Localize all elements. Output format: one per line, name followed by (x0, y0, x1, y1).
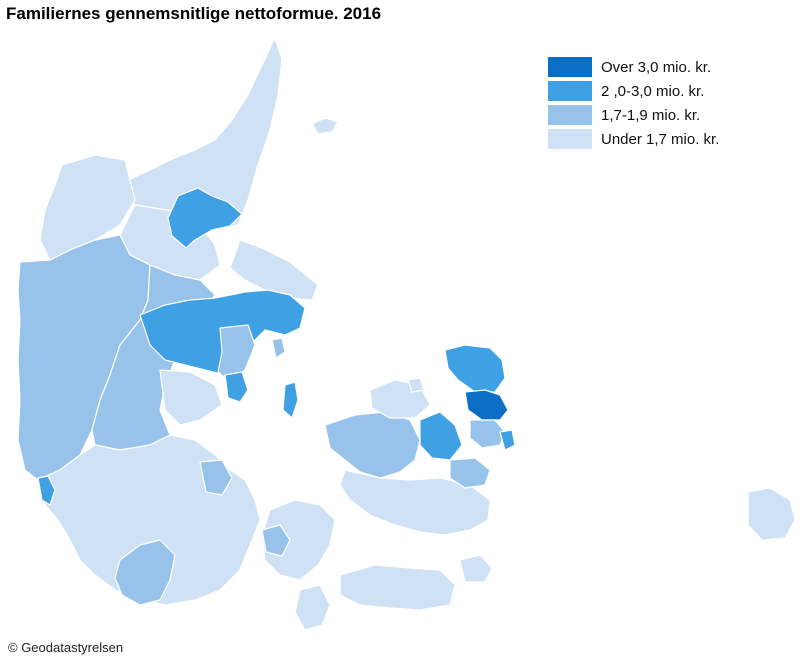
legend-swatch (548, 81, 592, 101)
legend-label: 2 ,0-3,0 mio. kr. (601, 82, 705, 100)
region-djursland[interactable] (229, 239, 319, 301)
legend-swatch (548, 105, 592, 125)
region-copenhagen[interactable] (469, 419, 506, 449)
map-credit: © Geodatastyrelsen (8, 640, 124, 655)
region-south-zealand[interactable] (339, 469, 491, 536)
region-koge[interactable] (449, 457, 491, 489)
region-lolland[interactable] (339, 564, 456, 611)
region-middelfart[interactable] (261, 524, 291, 557)
region-copenhagen-north[interactable] (464, 389, 509, 421)
region-horsens[interactable] (159, 369, 223, 426)
region-north-zealand[interactable] (444, 344, 506, 393)
region-funen[interactable] (261, 499, 336, 581)
legend-swatch (548, 57, 592, 77)
legend-item-2-3: 2 ,0-3,0 mio. kr. (548, 79, 719, 103)
region-anholt[interactable] (407, 377, 425, 393)
legend-label: 1,7-1,9 mio. kr. (601, 106, 701, 124)
region-esbjerg[interactable] (37, 475, 56, 506)
region-roskilde[interactable] (419, 411, 463, 461)
region-dragor[interactable] (499, 429, 516, 451)
region-aalborg[interactable] (167, 187, 243, 249)
map-title: Familiernes gennemsnitlige nettoformue. … (6, 4, 382, 23)
region-laeso[interactable] (311, 117, 339, 135)
map-legend: Over 3,0 mio. kr. 2 ,0-3,0 mio. kr. 1,7-… (548, 55, 719, 151)
region-west-zealand[interactable] (324, 411, 421, 479)
legend-item-under-1-7: Under 1,7 mio. kr. (548, 127, 719, 151)
legend-item-1-7: 1,7-1,9 mio. kr. (548, 103, 719, 127)
legend-swatch (548, 129, 592, 149)
region-langeland[interactable] (294, 584, 331, 631)
region-kolding[interactable] (199, 459, 233, 496)
region-aabenraa[interactable] (114, 539, 176, 606)
legend-label: Over 3,0 mio. kr. (601, 58, 712, 76)
region-kaloe[interactable] (271, 337, 286, 359)
region-bornholm[interactable] (747, 487, 796, 541)
region-mon[interactable] (459, 554, 493, 583)
region-vejle[interactable] (224, 371, 249, 403)
legend-item-over-3: Over 3,0 mio. kr. (548, 55, 719, 79)
legend-label: Under 1,7 mio. kr. (601, 130, 720, 148)
region-samso[interactable] (282, 381, 299, 419)
